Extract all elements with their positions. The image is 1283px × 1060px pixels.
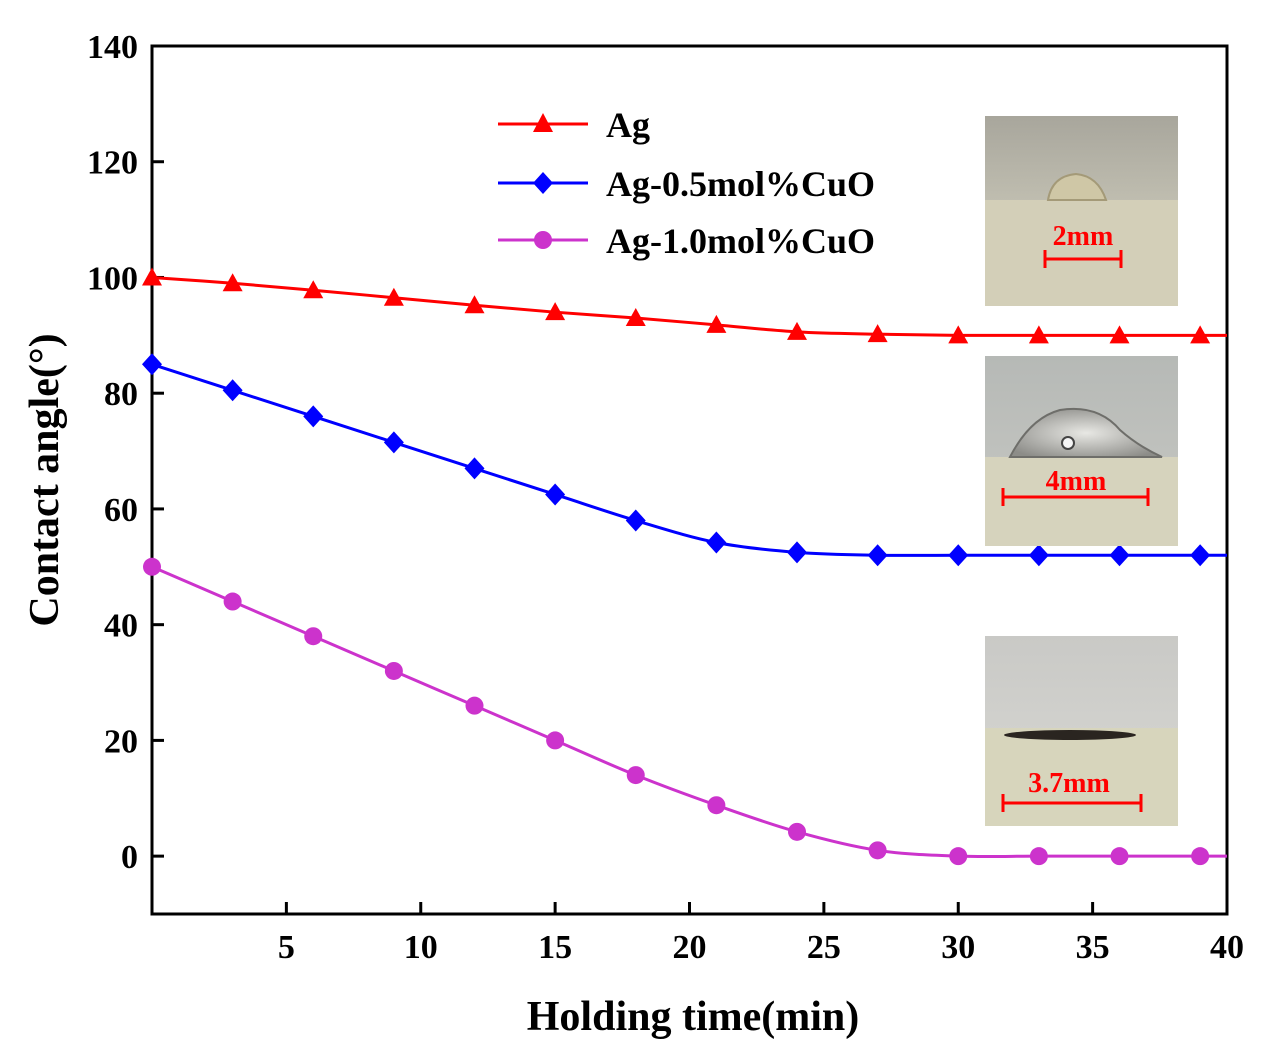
x-tick-label: 20 — [673, 929, 707, 966]
data-point-series-0 — [787, 321, 807, 340]
x-tick-label: 35 — [1076, 929, 1110, 966]
legend-label-ag-05cuo: Ag-0.5mol%CuO — [606, 164, 875, 204]
droplet-ag — [1046, 172, 1108, 201]
x-tick-label: 40 — [1210, 929, 1244, 966]
data-point-series-0 — [222, 273, 243, 292]
data-point-series-1 — [1109, 544, 1130, 567]
data-point-series-1 — [867, 544, 888, 567]
x-tick-label: 5 — [278, 929, 295, 966]
y-tick-label: 80 — [104, 376, 138, 413]
data-point-series-2 — [1191, 847, 1210, 866]
legend: Ag Ag-0.5mol%CuO Ag-1.0mol%CuO — [498, 105, 875, 261]
data-point-series-1 — [625, 509, 646, 532]
y-tick-label: 20 — [104, 723, 138, 760]
data-point-series-1 — [787, 541, 807, 564]
inset-photo-ag-05cuo: 4mm — [985, 356, 1178, 546]
y-tick-label: 140 — [87, 29, 138, 66]
legend-marker-ag-10cuo — [534, 231, 552, 249]
data-point-series-0 — [625, 307, 646, 326]
y-tick-label: 100 — [87, 260, 138, 297]
y-tick-label: 40 — [104, 608, 138, 645]
data-point-series-1 — [545, 483, 566, 506]
scale-label-4mm: 4mm — [1046, 466, 1107, 497]
data-point-series-1 — [222, 379, 243, 402]
data-point-series-0 — [464, 295, 485, 314]
data-point-series-0 — [1109, 325, 1130, 344]
x-tick-label: 15 — [538, 929, 572, 966]
data-point-series-2 — [949, 847, 968, 866]
series-line-1 — [151, 362, 1227, 557]
scale-label-2mm: 2mm — [1053, 221, 1114, 252]
data-point-series-0 — [303, 280, 324, 299]
droplet-ag-10cuo — [1004, 730, 1136, 740]
data-point-series-1 — [1190, 544, 1211, 567]
data-point-series-0 — [383, 287, 404, 306]
data-point-series-0 — [867, 324, 888, 343]
y-tick-label: 120 — [87, 145, 138, 182]
data-point-series-2 — [626, 766, 645, 785]
y-tick-label: 60 — [104, 492, 138, 529]
data-point-series-1 — [383, 431, 404, 454]
data-point-series-1 — [303, 405, 324, 428]
data-point-series-1 — [706, 531, 727, 554]
data-point-series-2 — [304, 627, 323, 646]
data-point-series-2 — [465, 696, 484, 715]
x-axis-title: Holding time(min) — [527, 994, 860, 1040]
data-point-series-2 — [1029, 847, 1048, 866]
data-point-series-0 — [1190, 325, 1211, 344]
data-point-series-1 — [142, 353, 162, 376]
data-point-series-0 — [948, 325, 969, 344]
data-point-series-2 — [546, 731, 565, 750]
data-point-series-2 — [788, 822, 806, 841]
data-point-series-1 — [464, 457, 485, 480]
data-point-series-2 — [868, 841, 887, 860]
data-point-series-0 — [706, 314, 727, 333]
droplet-ag-05cuo — [1008, 407, 1163, 458]
data-point-series-0 — [545, 302, 566, 321]
x-tick-label: 30 — [941, 929, 975, 966]
legend-label-ag: Ag — [606, 105, 650, 145]
legend-marker-ag — [533, 113, 553, 132]
inset-photo-ag-10cuo: 3.7mm — [985, 636, 1178, 826]
y-axis-title: Contact angle(°) — [22, 333, 68, 626]
series-layer — [142, 267, 1227, 866]
legend-label-ag-10cuo: Ag-1.0mol%CuO — [606, 221, 875, 261]
data-point-series-1 — [1028, 544, 1049, 567]
data-point-series-1 — [948, 544, 969, 567]
x-tick-label: 10 — [404, 929, 438, 966]
data-point-series-2 — [143, 557, 161, 576]
y-axis-ticks: 0 20 40 60 80 100 120 140 — [87, 29, 164, 876]
data-point-series-2 — [223, 592, 242, 611]
data-point-series-2 — [1110, 847, 1129, 866]
data-point-series-0 — [142, 267, 162, 286]
data-point-series-2 — [384, 661, 403, 680]
legend-marker-ag-05cuo — [533, 172, 553, 194]
series-line-2 — [151, 565, 1227, 859]
x-tick-label: 25 — [807, 929, 841, 966]
y-tick-label: 0 — [121, 839, 138, 876]
x-axis-ticks: 5 10 15 20 25 30 35 40 — [278, 902, 1244, 966]
data-point-series-2 — [707, 796, 726, 815]
data-point-series-0 — [1028, 325, 1049, 344]
scale-label-3-7mm: 3.7mm — [1028, 768, 1110, 799]
inset-photo-ag: 2mm — [985, 116, 1178, 306]
